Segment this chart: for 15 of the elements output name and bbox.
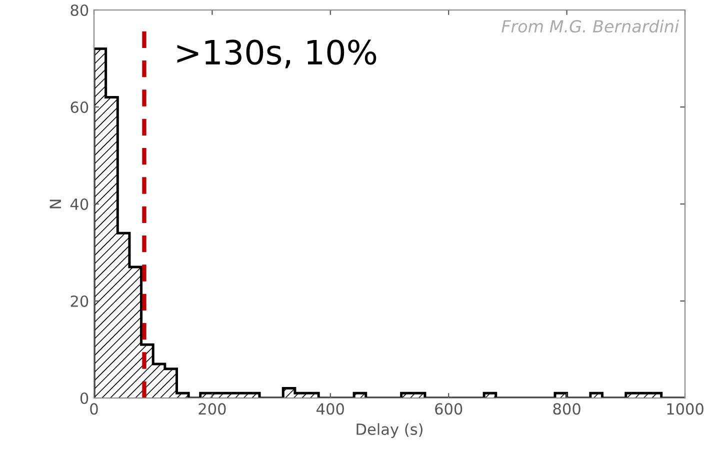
- y-tick-label: 40: [70, 198, 88, 210]
- x-tick-label: 0: [90, 403, 98, 415]
- y-tick-label: 80: [70, 4, 88, 16]
- x-tick-label: 400: [316, 403, 344, 415]
- x-tick-label: 800: [553, 403, 580, 415]
- x-tick-label: 200: [198, 403, 226, 415]
- annotation: >130s, 10%: [177, 40, 376, 68]
- y-tick-label: 60: [70, 101, 88, 114]
- x-tick-label: 600: [435, 403, 462, 415]
- x-axis-title: Delay (s): [356, 423, 422, 438]
- annotation: From M.G. Bernardini: [502, 20, 680, 33]
- x-tick-label: 1000: [667, 403, 704, 415]
- y-tick-label: 20: [70, 295, 88, 308]
- y-axis-title: N: [50, 200, 61, 208]
- y-tick-label: 0: [80, 392, 88, 404]
